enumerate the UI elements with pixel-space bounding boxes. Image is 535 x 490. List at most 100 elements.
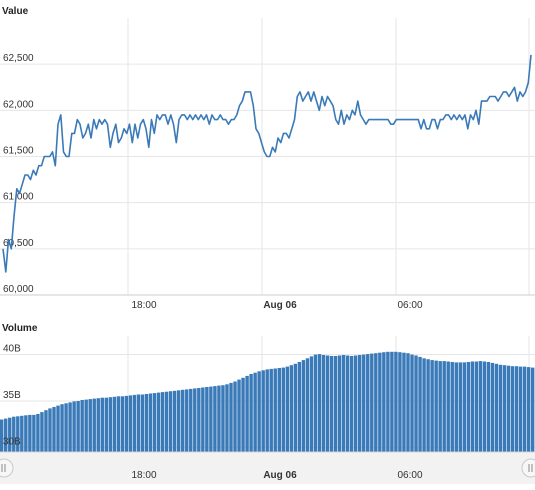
volume-y-tick-label: 40B bbox=[3, 344, 21, 355]
volume-bar bbox=[353, 355, 358, 452]
volume-bar bbox=[297, 362, 302, 452]
volume-bar bbox=[237, 379, 241, 452]
volume-bar bbox=[164, 391, 169, 452]
volume-bar bbox=[422, 358, 426, 452]
volume-bar bbox=[76, 401, 80, 452]
volume-bar bbox=[48, 408, 52, 452]
volume-bar bbox=[390, 351, 394, 452]
volume-bar bbox=[68, 402, 72, 452]
volume-bar bbox=[386, 351, 390, 452]
volume-bar bbox=[0, 419, 4, 452]
volume-bar bbox=[112, 396, 117, 452]
volume-bar bbox=[374, 353, 378, 452]
value-chart-title: Value bbox=[2, 6, 29, 17]
volume-bar bbox=[522, 366, 527, 452]
volume-bar bbox=[486, 362, 491, 452]
volume-bar bbox=[366, 354, 370, 452]
volume-bar bbox=[398, 352, 402, 452]
volume-bar bbox=[221, 385, 225, 452]
volume-bar bbox=[60, 404, 64, 452]
volume-bar bbox=[229, 382, 233, 452]
volume-bar bbox=[301, 360, 306, 452]
value-x-axis: 18:00 Aug 06 06:00 bbox=[131, 300, 422, 311]
value-y-tick-label: 62,500 bbox=[3, 53, 34, 64]
volume-bar bbox=[490, 362, 495, 452]
volume-bar bbox=[36, 414, 40, 452]
volume-bar bbox=[273, 368, 277, 452]
volume-bar bbox=[358, 355, 362, 452]
volume-bar bbox=[4, 418, 8, 452]
volume-bar bbox=[446, 361, 450, 452]
volume-bar bbox=[362, 354, 366, 452]
navigator-x-tick-label: 18:00 bbox=[131, 470, 156, 481]
volume-bar bbox=[418, 356, 422, 452]
volume-bar bbox=[16, 416, 20, 452]
volume-bar bbox=[370, 353, 374, 452]
volume-bar bbox=[394, 351, 398, 452]
volume-bar bbox=[201, 387, 205, 452]
navigator-x-axis: 18:00 Aug 06 06:00 bbox=[131, 470, 422, 481]
volume-bar bbox=[438, 361, 442, 452]
volume-bar bbox=[116, 396, 121, 452]
value-y-tick-label: 60,500 bbox=[3, 238, 34, 249]
navigator-x-tick-label: Aug 06 bbox=[263, 470, 297, 481]
volume-bar bbox=[205, 387, 209, 452]
volume-bar bbox=[341, 355, 346, 452]
volume-bar bbox=[20, 415, 24, 452]
volume-bar bbox=[410, 354, 414, 452]
volume-panel: Volume 30B 35B 40B bbox=[0, 323, 535, 453]
volume-bar bbox=[402, 352, 406, 452]
volume-bar bbox=[281, 367, 285, 452]
volume-bar bbox=[8, 417, 12, 452]
volume-bar bbox=[510, 366, 515, 452]
volume-bar bbox=[213, 386, 217, 452]
volume-bar bbox=[225, 384, 229, 452]
volume-bar bbox=[313, 354, 318, 452]
volume-bar bbox=[32, 414, 36, 452]
navigator-right-handle[interactable] bbox=[521, 458, 535, 478]
volume-bar bbox=[160, 392, 165, 452]
volume-bar bbox=[56, 405, 60, 452]
volume-bar bbox=[92, 398, 96, 452]
value-y-tick-label: 60,000 bbox=[3, 284, 34, 295]
volume-bar bbox=[132, 394, 137, 452]
volume-bar bbox=[172, 390, 177, 452]
value-y-tick-label: 61,500 bbox=[3, 146, 34, 157]
volume-bar bbox=[209, 386, 213, 452]
volume-bar bbox=[434, 360, 438, 452]
volume-bar bbox=[293, 363, 298, 452]
value-y-tick-label: 61,000 bbox=[3, 192, 34, 203]
volume-y-tick-label: 35B bbox=[3, 390, 21, 401]
volume-bar bbox=[506, 365, 511, 452]
volume-bar bbox=[233, 381, 237, 452]
volume-bar bbox=[181, 389, 185, 452]
volume-bar bbox=[285, 366, 290, 452]
volume-bar bbox=[426, 359, 430, 452]
volume-bar bbox=[514, 366, 519, 452]
volume-bar bbox=[502, 365, 507, 452]
volume-bar bbox=[518, 366, 523, 452]
volume-bar bbox=[152, 393, 157, 452]
navigator[interactable]: 18:00 Aug 06 06:00 bbox=[0, 453, 535, 484]
volume-bar bbox=[40, 412, 44, 452]
navigator-track[interactable] bbox=[0, 453, 535, 484]
volume-bar bbox=[333, 356, 338, 452]
volume-bar bbox=[96, 398, 100, 452]
volume-bar bbox=[249, 374, 253, 452]
volume-bar bbox=[430, 360, 434, 452]
volume-bar bbox=[136, 394, 141, 452]
navigator-x-tick-label: 06:00 bbox=[397, 470, 422, 481]
volume-bar bbox=[140, 394, 145, 452]
volume-bar bbox=[265, 369, 269, 452]
volume-bar bbox=[189, 388, 193, 452]
volume-bar bbox=[124, 395, 129, 452]
volume-bar bbox=[72, 401, 76, 452]
volume-bar bbox=[414, 355, 418, 452]
volume-bar bbox=[245, 375, 249, 452]
navigator-left-handle[interactable] bbox=[0, 458, 14, 478]
volume-bar bbox=[530, 367, 535, 452]
volume-bar bbox=[24, 415, 28, 452]
volume-bar bbox=[44, 410, 48, 452]
volume-bar bbox=[458, 362, 462, 452]
